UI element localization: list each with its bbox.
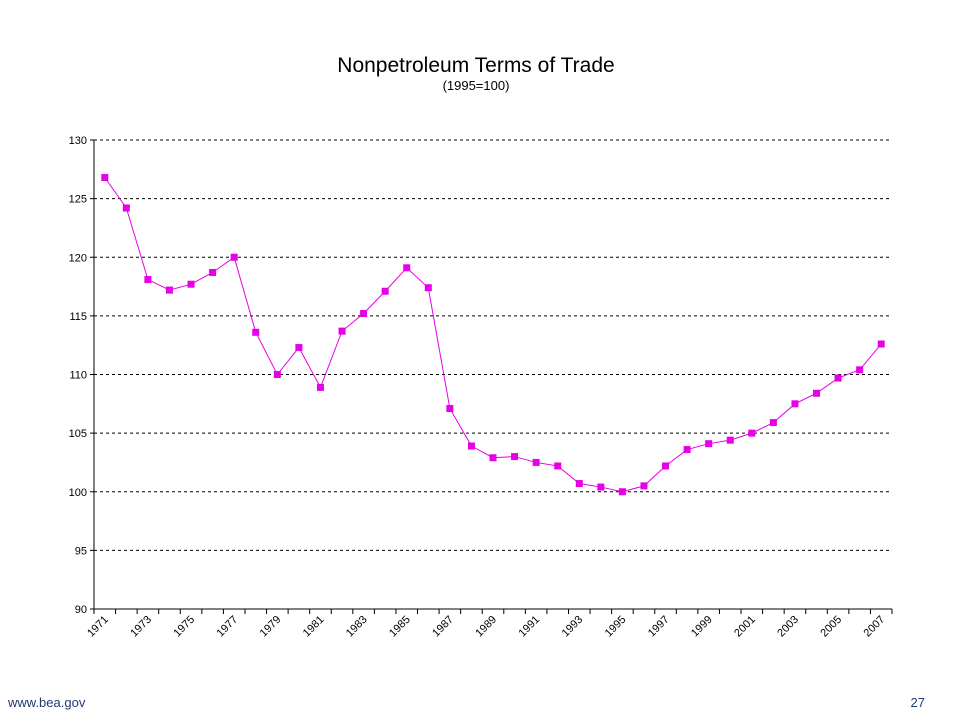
x-tick-label: 1981 — [301, 614, 327, 640]
data-point-2003 — [791, 400, 799, 408]
x-tick-label: 1979 — [258, 614, 284, 640]
data-point-1984 — [381, 287, 389, 295]
x-tick-label: 1997 — [646, 614, 672, 640]
x-tick-label: 1995 — [603, 614, 629, 640]
data-point-1990 — [511, 453, 519, 461]
data-point-2001 — [748, 429, 756, 437]
y-tick-label: 110 — [69, 370, 87, 382]
x-tick-label: 1985 — [387, 614, 413, 640]
y-tick-label: 120 — [69, 252, 87, 264]
data-point-1986 — [424, 284, 432, 292]
data-point-1985 — [403, 264, 411, 272]
x-tick-label: 1977 — [215, 614, 241, 640]
data-point-2006 — [856, 366, 864, 374]
data-point-1987 — [446, 405, 454, 413]
data-point-1976 — [209, 268, 217, 276]
chart-title: Nonpetroleum Terms of Trade — [337, 54, 614, 77]
chart-subtitle: (1995=100) — [443, 78, 510, 93]
x-tick-label: 1991 — [516, 614, 542, 640]
y-tick-label: 105 — [69, 428, 87, 440]
x-tick-label: 1989 — [473, 614, 499, 640]
series-line — [104, 177, 882, 493]
x-tick-label: 1993 — [560, 614, 586, 640]
data-point-1994 — [597, 483, 605, 491]
x-tick-label: 2001 — [732, 614, 758, 640]
y-tick-label: 130 — [69, 135, 87, 147]
data-point-2004 — [813, 389, 821, 397]
data-point-1971 — [101, 174, 109, 182]
data-point-2007 — [877, 340, 885, 348]
data-point-1979 — [273, 371, 281, 378]
data-point-1975 — [187, 280, 195, 288]
data-point-1998 — [683, 446, 691, 454]
x-tick-label: 1987 — [430, 614, 456, 640]
data-point-1977 — [230, 253, 238, 261]
data-point-1989 — [489, 454, 497, 462]
data-point-1993 — [575, 480, 583, 488]
axes — [90, 139, 893, 614]
data-point-1980 — [295, 344, 303, 352]
data-point-1974 — [165, 286, 173, 294]
x-axis-tick-labels: 1971 1973 1975 1977 1979 1981 1983 1985 1987 1989… — [85, 614, 887, 640]
data-point-2005 — [834, 374, 842, 382]
x-tick-label: 1975 — [171, 614, 197, 640]
data-point-1972 — [122, 204, 130, 212]
data-point-1991 — [532, 458, 540, 466]
data-point-1981 — [316, 383, 324, 391]
data-point-1995 — [618, 488, 626, 496]
footer-website: www.bea.gov — [7, 695, 86, 710]
gridlines — [94, 139, 892, 551]
data-point-1983 — [360, 310, 368, 318]
x-tick-label: 2007 — [862, 614, 888, 640]
y-tick-label: 115 — [69, 311, 87, 323]
series-polyline — [104, 177, 882, 493]
data-point-1996 — [640, 482, 648, 490]
y-tick-label: 125 — [69, 194, 87, 206]
x-tick-label: 1971 — [85, 614, 111, 640]
data-points — [101, 174, 885, 496]
data-point-1978 — [252, 328, 260, 336]
data-point-2000 — [726, 436, 734, 444]
y-tick-label: 100 — [69, 487, 87, 499]
x-tick-label: 1973 — [128, 614, 154, 640]
x-tick-label: 2005 — [818, 614, 844, 640]
y-tick-label: 90 — [75, 604, 87, 616]
data-point-1973 — [144, 276, 152, 284]
data-point-1992 — [554, 462, 562, 470]
data-point-1997 — [662, 462, 670, 470]
x-tick-label: 2003 — [775, 614, 801, 640]
footer-page-number: 27 — [911, 695, 925, 710]
y-axis-tick-labels: 90 95 100 105 110 115 120 125 130 — [69, 135, 87, 616]
data-point-1999 — [705, 440, 713, 448]
data-point-1982 — [338, 327, 346, 335]
data-point-2002 — [769, 419, 777, 427]
x-tick-label: 1999 — [689, 614, 715, 640]
data-point-1988 — [467, 442, 475, 450]
x-tick-label: 1983 — [344, 614, 370, 640]
y-tick-label: 95 — [75, 545, 87, 557]
